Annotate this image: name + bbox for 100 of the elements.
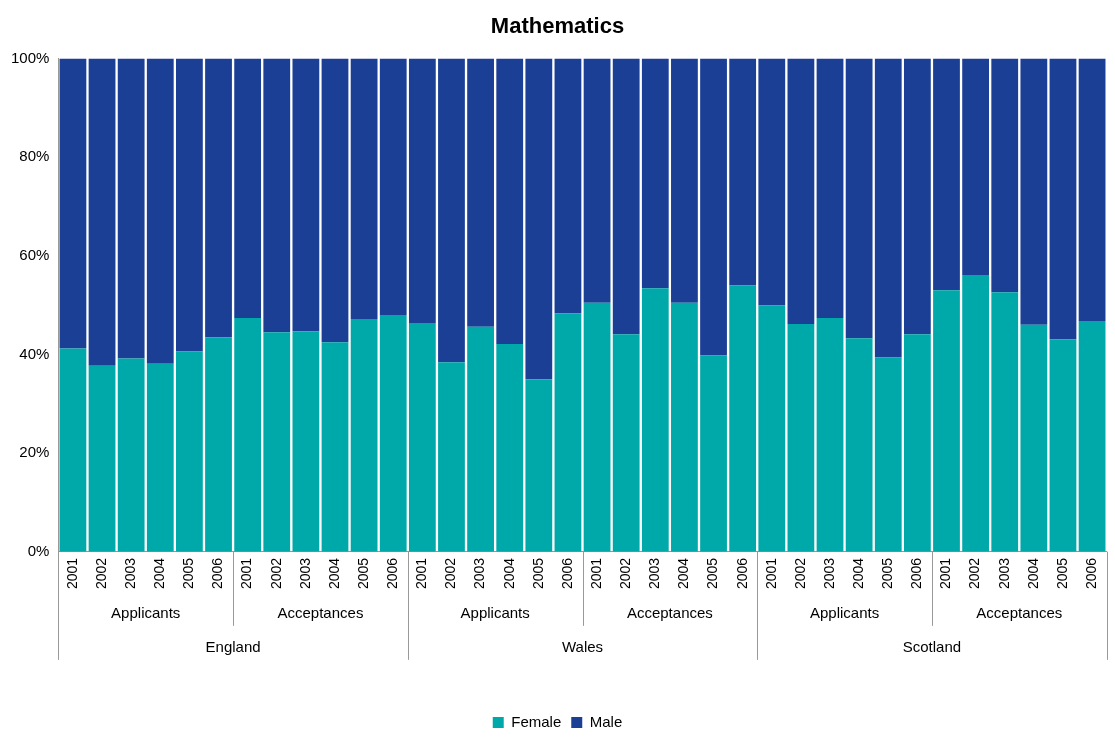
x-tick-label: 2004 [151, 557, 168, 590]
x-tick-label: 2001 [937, 557, 954, 590]
x-tick-label: 2003 [296, 557, 313, 590]
bar [1049, 58, 1077, 340]
text: Acceptances [277, 604, 364, 621]
text: Applicants [460, 604, 530, 621]
bar [321, 342, 349, 552]
x-tick-label: 2004 [1024, 557, 1041, 590]
x-tick-label: 2006 [1082, 557, 1099, 590]
bar [874, 58, 902, 358]
bar [1078, 58, 1106, 321]
bar [59, 348, 87, 552]
bar [554, 313, 582, 552]
bar [496, 344, 524, 552]
bar [88, 58, 116, 366]
bar [408, 322, 436, 552]
bar [991, 292, 1019, 552]
bar [641, 58, 669, 289]
bar [292, 58, 320, 332]
bar [525, 58, 553, 380]
bar [379, 315, 407, 552]
bar [874, 357, 902, 552]
x-tick-label: 2003 [646, 557, 663, 590]
y-tick-label: 80% [19, 147, 50, 165]
x-tick-label: 2002 [267, 557, 284, 590]
text: Wales [561, 638, 604, 655]
bar [787, 58, 815, 324]
bar [438, 362, 465, 552]
x-tick-label: 2006 [558, 557, 575, 590]
bar [758, 305, 786, 552]
bar [671, 302, 698, 552]
legend-label: Male [589, 712, 623, 730]
x-tick-label: 2005 [354, 557, 371, 590]
x-tick-label: 2006 [908, 557, 925, 590]
y-tick-label: 60% [19, 245, 50, 263]
text: Acceptances [626, 604, 713, 621]
bar [962, 275, 990, 552]
x-tick-label: 2003 [995, 557, 1012, 590]
bar [234, 58, 262, 318]
x-tick-label: 2005 [180, 557, 197, 590]
bar [700, 58, 727, 356]
bar [234, 317, 262, 552]
bar [379, 58, 407, 315]
text: Applicants [809, 604, 880, 621]
bar [205, 58, 232, 338]
x-tick-label: 2006 [733, 557, 750, 590]
x-tick-label: 2001 [587, 557, 604, 590]
x-tick-label: 2001 [413, 557, 430, 590]
y-tick-label: 40% [19, 344, 50, 362]
bar [903, 58, 931, 335]
bar [583, 58, 611, 303]
bar [758, 58, 786, 306]
x-tick-label: 2005 [704, 557, 721, 590]
x-tick-label: 2002 [966, 557, 983, 590]
bar [1020, 324, 1048, 552]
text: Acceptances [976, 604, 1063, 621]
bar [903, 334, 931, 552]
bar [292, 331, 320, 552]
bar [554, 58, 582, 314]
bar [59, 58, 87, 349]
bar [146, 58, 174, 364]
bar [845, 338, 873, 552]
bar [641, 288, 669, 552]
x-tick-label: 2001 [63, 557, 80, 590]
bar [525, 379, 553, 552]
bar [205, 337, 232, 552]
bar [729, 58, 757, 286]
text: England [205, 638, 261, 655]
bar [612, 58, 640, 335]
x-tick-label: 2002 [442, 557, 459, 590]
bar [671, 58, 698, 303]
bar [350, 318, 378, 552]
bar [787, 323, 815, 552]
bar [1078, 320, 1106, 552]
x-tick-label: 2002 [92, 557, 109, 590]
bar [962, 58, 990, 276]
bar [700, 355, 727, 552]
y-tick-label: 0% [27, 542, 50, 559]
bar [88, 365, 116, 552]
x-tick-label: 2003 [820, 557, 837, 590]
legend-label: Female [511, 712, 562, 730]
bar [816, 317, 844, 552]
x-tick-label: 2005 [879, 557, 896, 590]
bar [408, 58, 436, 323]
x-tick-label: 2001 [238, 557, 255, 590]
bar [321, 58, 349, 343]
bar [176, 58, 203, 352]
text: Applicants [111, 604, 181, 621]
x-tick-label: 2002 [791, 557, 808, 590]
x-tick-label: 2002 [617, 557, 634, 590]
bar [438, 58, 465, 363]
bar [612, 334, 640, 552]
x-tick-label: 2003 [471, 557, 488, 590]
x-tick-label: 2006 [384, 557, 401, 590]
bar [117, 358, 145, 552]
bar [496, 58, 524, 345]
x-tick-label: 2004 [850, 557, 866, 590]
text: Scotland [902, 638, 962, 655]
bar [933, 290, 960, 552]
bar [583, 302, 611, 552]
